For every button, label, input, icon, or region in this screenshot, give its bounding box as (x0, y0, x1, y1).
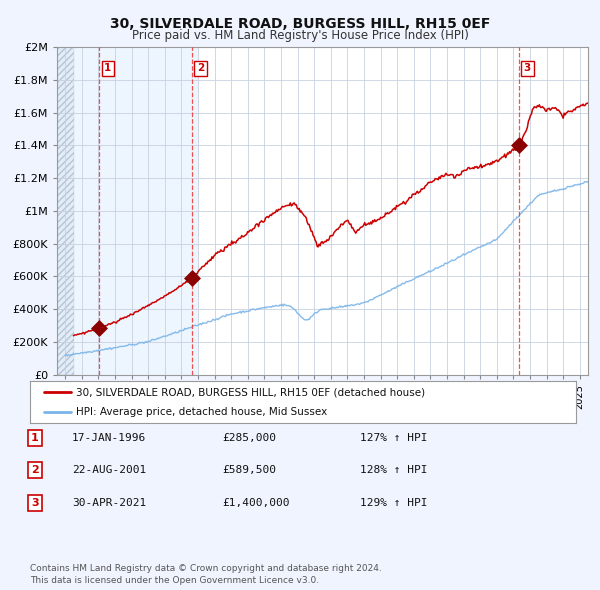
Text: 127% ↑ HPI: 127% ↑ HPI (360, 433, 427, 442)
Text: 30, SILVERDALE ROAD, BURGESS HILL, RH15 0EF: 30, SILVERDALE ROAD, BURGESS HILL, RH15 … (110, 17, 490, 31)
Bar (74, 47, 198, 375)
Text: 17-JAN-1996: 17-JAN-1996 (72, 433, 146, 442)
Text: 2: 2 (31, 466, 38, 475)
Text: 22-AUG-2001: 22-AUG-2001 (72, 466, 146, 475)
Text: 1: 1 (104, 64, 112, 74)
Text: Contains HM Land Registry data © Crown copyright and database right 2024.
This d: Contains HM Land Registry data © Crown c… (30, 565, 382, 585)
Bar (57, 47, 74, 375)
Text: £1,400,000: £1,400,000 (222, 498, 290, 507)
Text: 2: 2 (197, 64, 205, 74)
Text: 1: 1 (31, 433, 38, 442)
Text: 3: 3 (31, 498, 38, 507)
Text: 128% ↑ HPI: 128% ↑ HPI (360, 466, 427, 475)
Text: Price paid vs. HM Land Registry's House Price Index (HPI): Price paid vs. HM Land Registry's House … (131, 30, 469, 42)
Text: 30, SILVERDALE ROAD, BURGESS HILL, RH15 0EF (detached house): 30, SILVERDALE ROAD, BURGESS HILL, RH15 … (76, 387, 425, 397)
Text: 3: 3 (524, 64, 531, 74)
Text: £285,000: £285,000 (222, 433, 276, 442)
Text: £589,500: £589,500 (222, 466, 276, 475)
Text: HPI: Average price, detached house, Mid Sussex: HPI: Average price, detached house, Mid … (76, 407, 328, 417)
Text: 30-APR-2021: 30-APR-2021 (72, 498, 146, 507)
Text: 129% ↑ HPI: 129% ↑ HPI (360, 498, 427, 507)
